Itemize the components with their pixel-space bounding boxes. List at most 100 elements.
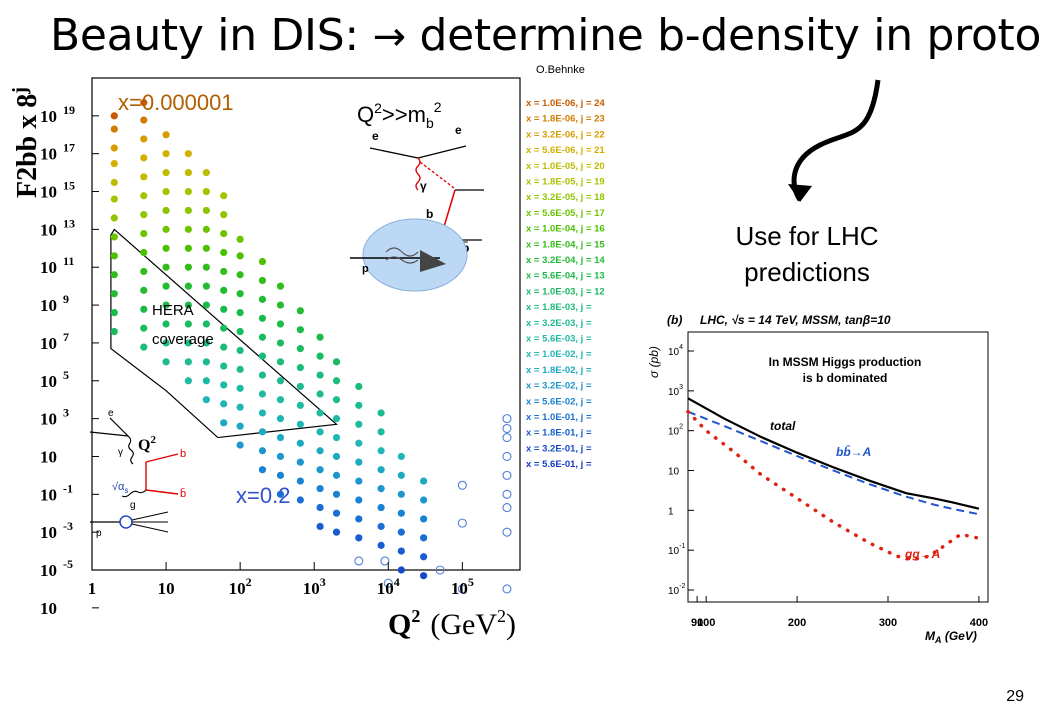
data-point <box>162 187 170 196</box>
data-point <box>140 99 148 107</box>
page-number: 29 <box>1006 688 1024 705</box>
legend-entry: x = 5.6E-01, j = <box>526 459 592 470</box>
data-point <box>184 187 192 196</box>
data-point <box>355 534 363 542</box>
data-point <box>397 528 405 536</box>
data-point <box>162 169 170 177</box>
data-point <box>202 396 210 404</box>
diagram-bottom-q2: Q2 <box>138 434 156 454</box>
data-point <box>184 282 192 290</box>
data-point <box>236 365 244 373</box>
legend-entry: x = 3.2E-05, j = 18 <box>526 192 605 203</box>
data-point <box>296 439 304 447</box>
legend-entry: x = 3.2E-03, j = <box>526 318 592 329</box>
data-point <box>236 384 244 392</box>
data-point <box>220 248 228 257</box>
data-point <box>202 263 210 271</box>
x-tick-label: 1 <box>88 579 97 598</box>
legend-entry: x = 1.8E-01, j = <box>526 428 592 439</box>
data-point <box>316 333 324 341</box>
y-tick-label: 10 <box>40 599 57 618</box>
data-point <box>140 154 148 162</box>
data-point <box>397 509 405 517</box>
data-point <box>220 419 228 427</box>
data-point <box>296 382 304 391</box>
data-point <box>236 252 244 260</box>
data-point <box>162 150 170 158</box>
data-point <box>110 327 118 336</box>
svg-text:b̄: b̄ <box>180 487 186 500</box>
data-point <box>377 447 385 455</box>
data-point <box>236 327 244 336</box>
title-main: Beauty in DIS: <box>50 10 359 61</box>
data-point <box>258 409 267 417</box>
data-point <box>162 244 170 252</box>
hera-coverage-region <box>110 228 338 439</box>
data-point <box>316 447 324 455</box>
data-point <box>110 214 118 222</box>
open-data-point <box>457 518 467 528</box>
data-point <box>397 547 405 555</box>
svg-text:F2bb x 8j: F2bb x 8j <box>9 87 43 198</box>
data-point <box>110 233 118 241</box>
data-point <box>296 307 304 315</box>
data-point <box>140 305 148 313</box>
data-point <box>236 441 244 449</box>
data-point <box>184 150 192 158</box>
data-point <box>202 169 210 177</box>
legend-entry: x = 3.2E-04, j = 14 <box>526 255 605 266</box>
open-data-point <box>502 527 512 537</box>
svg-text:γ: γ <box>420 179 427 193</box>
x-axis-label-unit: (GeV <box>430 608 497 641</box>
data-point <box>202 206 210 215</box>
data-point <box>377 522 385 531</box>
data-point <box>162 225 170 233</box>
data-point <box>140 116 148 124</box>
data-point <box>220 229 228 238</box>
data-point <box>162 301 170 309</box>
data-point <box>276 282 285 290</box>
data-point <box>296 401 304 409</box>
data-point <box>110 144 118 152</box>
data-point <box>220 343 228 351</box>
legend-entry: x = 1.8E-02, j = <box>526 365 592 376</box>
data-point <box>184 339 192 347</box>
data-point <box>110 159 118 168</box>
data-point <box>140 135 148 143</box>
diagram-top-title: Q2>>mb2 <box>357 99 442 131</box>
data-point <box>332 471 341 479</box>
data-point <box>236 346 244 355</box>
data-point <box>202 339 210 347</box>
y-tick-label: 10 <box>40 447 57 466</box>
open-data-point <box>502 423 512 434</box>
data-point <box>355 439 363 447</box>
open-data-point <box>435 565 445 575</box>
open-data-point <box>502 451 512 462</box>
open-data-point <box>457 584 467 594</box>
data-point <box>140 343 148 351</box>
legend-entry: x = 5.6E-02, j = <box>526 396 592 407</box>
legend-entry: x = 5.6E-05, j = 17 <box>526 208 605 219</box>
data-point <box>276 415 285 423</box>
y-tick-label: 10 7 <box>40 330 69 353</box>
data-point <box>276 433 285 442</box>
legend-entry: x = 1.0E-01, j = <box>526 412 592 423</box>
svg-text:p: p <box>362 263 369 275</box>
legend-entry: x = 1.0E-06, j = 24 <box>526 98 605 109</box>
y-tick-label: 10 11 <box>40 254 74 277</box>
data-point <box>332 358 341 366</box>
lhc-note: Use for LHC predictions <box>692 218 922 290</box>
data-point <box>220 267 228 276</box>
slide-title: Beauty in DIS: → determine b-density in … <box>50 10 1040 61</box>
open-data-point <box>502 470 512 480</box>
data-point <box>220 286 228 294</box>
data-point <box>276 339 285 347</box>
data-point <box>184 169 192 177</box>
data-point <box>258 428 267 436</box>
data-point <box>220 400 228 408</box>
data-point <box>316 352 324 360</box>
data-point <box>296 458 304 466</box>
data-point <box>202 282 210 290</box>
svg-text:γ: γ <box>118 447 123 458</box>
lhc-note-line1: Use for LHC <box>735 221 879 251</box>
